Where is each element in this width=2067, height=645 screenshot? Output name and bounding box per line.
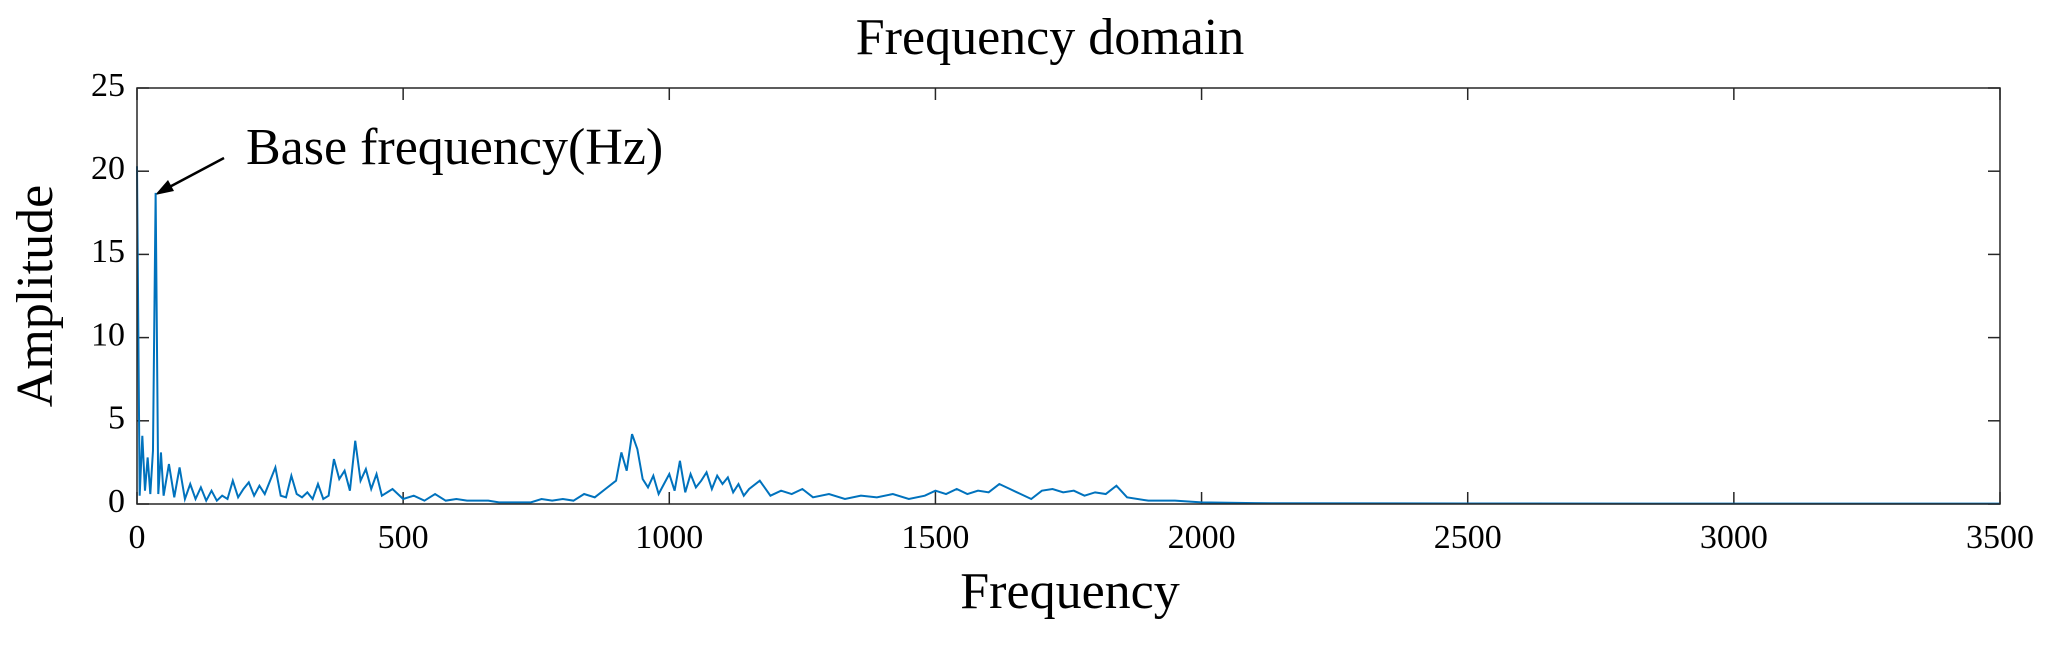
y-tick-label: 10 [91, 316, 125, 353]
y-tick-label: 15 [91, 233, 125, 270]
y-tick-label: 0 [108, 483, 125, 520]
annotation: Base frequency(Hz) [246, 119, 663, 176]
x-tick-label: 2000 [1168, 519, 1236, 556]
y-tick-label: 25 [91, 67, 125, 104]
y-tick-label: 20 [91, 150, 125, 187]
y-axis-label: Amplitude [7, 185, 64, 407]
x-tick-label: 1000 [635, 519, 703, 556]
x-axis-label: Frequency [960, 563, 1179, 620]
plot-frame [136, 87, 2001, 505]
chart-title: Frequency domain [856, 9, 1244, 66]
x-tick-label: 500 [378, 519, 429, 556]
data-line [136, 166, 2000, 505]
x-tick-label: 1500 [901, 519, 969, 556]
x-tick-label: 2500 [1434, 519, 1502, 556]
x-tick-label: 3000 [1700, 519, 1768, 556]
arrow-head [155, 180, 174, 195]
x-tick-label: 3500 [1966, 519, 2034, 556]
y-tick-label: 5 [108, 400, 125, 437]
x-tick-label: 0 [129, 519, 146, 556]
